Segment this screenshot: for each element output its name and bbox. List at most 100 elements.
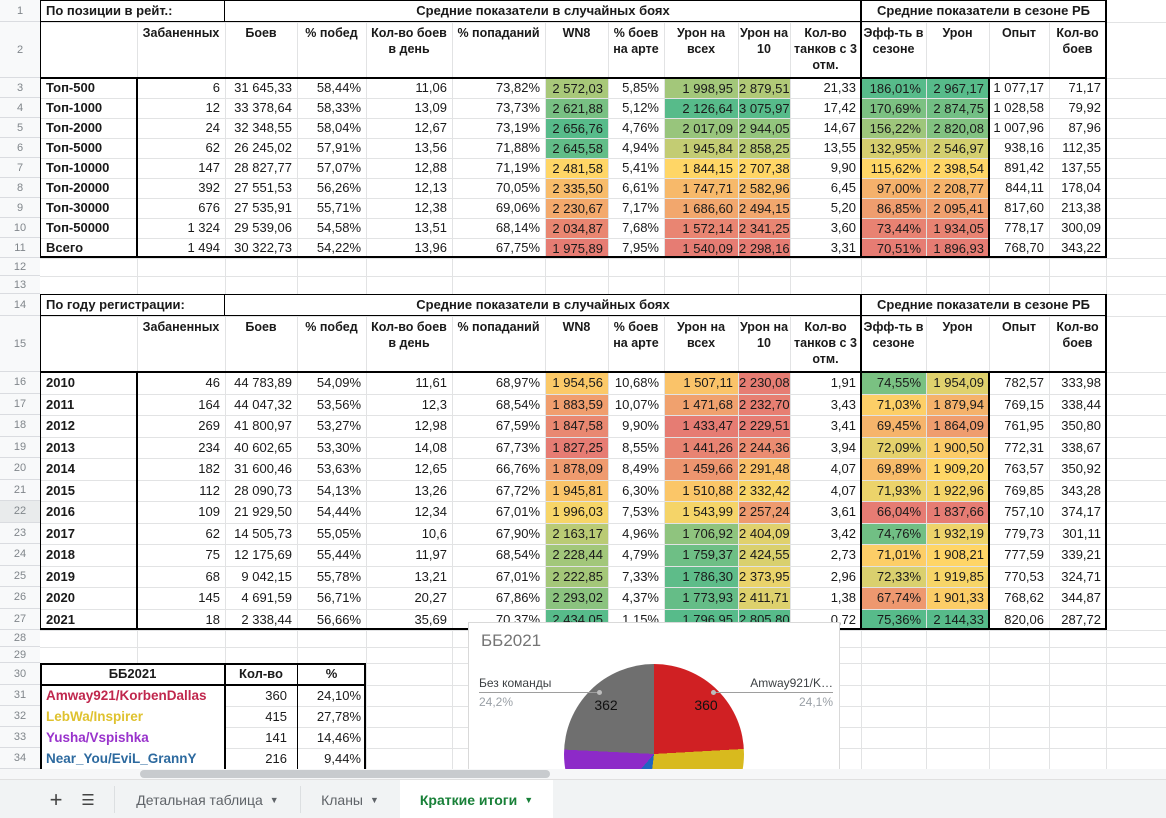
cell[interactable]: 1 510,88	[665, 480, 738, 501]
cell[interactable]: 1 844,15	[665, 159, 738, 178]
cell[interactable]: 769,15	[1004, 396, 1044, 412]
cell[interactable]: 137,55	[1061, 160, 1101, 175]
row-number[interactable]: 4	[0, 98, 40, 118]
cell[interactable]: 2 163,17	[546, 523, 608, 544]
cell[interactable]: 1 077,17	[993, 80, 1044, 95]
cell[interactable]: 2 232,70	[739, 394, 790, 415]
row-number[interactable]: 2	[0, 22, 40, 78]
cell[interactable]: 44 783,89	[234, 375, 292, 390]
cell[interactable]: 13,96	[414, 240, 447, 255]
cell[interactable]: 97,00%	[862, 179, 926, 198]
cell[interactable]: 14,08	[414, 439, 447, 455]
column-header[interactable]: Урон на всех	[676, 320, 726, 350]
cell[interactable]: 32 348,55	[234, 120, 292, 135]
cell[interactable]: 14,67	[823, 120, 856, 135]
add-sheet-button[interactable]: +	[49, 786, 63, 812]
row-number[interactable]: 6	[0, 138, 40, 158]
cell[interactable]: 301,11	[1062, 525, 1101, 541]
bb-col-count[interactable]: Кол-во	[225, 663, 297, 685]
cell[interactable]: 1 945,81	[546, 480, 608, 501]
cell[interactable]: 10,07%	[614, 396, 659, 412]
cell[interactable]: 1 945,84	[665, 139, 738, 158]
cell[interactable]: 844,11	[1005, 180, 1044, 195]
row-label[interactable]: 2020	[46, 590, 75, 605]
row-number[interactable]: 24	[0, 544, 40, 566]
cell[interactable]: 768,70	[1004, 240, 1044, 255]
cell[interactable]: 1 686,60	[665, 199, 738, 218]
cell[interactable]: 68,54%	[495, 547, 540, 562]
cell[interactable]: 2 244,36	[739, 437, 790, 458]
row-label[interactable]: 2015	[46, 482, 75, 498]
cell[interactable]: 71,19%	[495, 160, 540, 175]
cell[interactable]: 71,93%	[862, 480, 926, 501]
group-header-random[interactable]: Средние показатели в случайных боях	[225, 294, 861, 316]
row-label[interactable]: Топ-5000	[46, 140, 103, 155]
column-header[interactable]: % боев на арте	[613, 320, 659, 350]
cell[interactable]: 2 707,38	[739, 159, 790, 178]
cell[interactable]: 68	[205, 568, 220, 584]
cell[interactable]: 1 706,92	[665, 523, 738, 544]
cell[interactable]: 234	[198, 439, 220, 455]
cell[interactable]: 2 228,44	[546, 545, 608, 566]
cell[interactable]: 1 932,19	[927, 523, 989, 544]
cell[interactable]: 4,79%	[622, 547, 659, 562]
cell[interactable]: 1 922,96	[927, 480, 989, 501]
cell[interactable]: 145	[198, 590, 220, 605]
cell[interactable]: 1 883,59	[546, 394, 608, 415]
cell[interactable]: 1 540,09	[665, 239, 738, 258]
cell[interactable]: 62	[205, 140, 220, 155]
cell[interactable]: 769,85	[1004, 482, 1044, 498]
column-header[interactable]: Опыт	[1001, 320, 1037, 334]
cell[interactable]: 13,56	[414, 140, 447, 155]
cell[interactable]: 3,61	[830, 504, 856, 519]
cell[interactable]: 66,04%	[862, 502, 926, 523]
cell[interactable]: 12 175,69	[234, 547, 292, 562]
column-header[interactable]: WN8	[562, 320, 591, 334]
cell[interactable]: 2 944,05	[739, 119, 790, 138]
cell[interactable]: 2 335,50	[546, 179, 608, 198]
cell[interactable]: 938,16	[1004, 140, 1044, 155]
column-header[interactable]: Боев	[245, 26, 277, 40]
cell[interactable]: 2 222,85	[546, 566, 608, 587]
row-label[interactable]: 2012	[46, 418, 75, 433]
row-number[interactable]: 10	[0, 218, 40, 238]
cell[interactable]: 4,07	[830, 461, 856, 476]
scrollbar-thumb[interactable]	[140, 770, 550, 778]
cell[interactable]: 1 919,85	[927, 566, 989, 587]
bb-pct[interactable]: 9,44%	[324, 751, 361, 766]
cell[interactable]: 213,38	[1061, 200, 1101, 215]
cell[interactable]: 69,45%	[862, 416, 926, 437]
cell[interactable]: 2 341,25	[739, 219, 790, 238]
row-number[interactable]: 31	[0, 685, 40, 706]
column-header[interactable]: Кол-во танков с 3 отм.	[794, 320, 857, 366]
row-number[interactable]: 13	[0, 276, 40, 294]
cell[interactable]: 71,03%	[862, 394, 926, 415]
cell[interactable]: 4 691,59	[241, 590, 292, 605]
cell[interactable]: 55,44%	[316, 547, 361, 562]
row-number[interactable]: 34	[0, 748, 40, 769]
cell[interactable]: 2 967,17	[927, 79, 989, 98]
cell[interactable]: 73,82%	[495, 80, 540, 95]
cell[interactable]: 9 042,15	[241, 568, 292, 584]
cell[interactable]: 2 879,51	[739, 79, 790, 98]
cell[interactable]: 10,6	[421, 525, 447, 541]
cell[interactable]: 4,94%	[622, 140, 659, 155]
cell[interactable]: 186,01%	[862, 79, 926, 98]
cell[interactable]: 1 908,21	[927, 545, 989, 566]
row-number[interactable]: 9	[0, 198, 40, 218]
cell[interactable]: 67,74%	[862, 588, 926, 609]
row-number[interactable]: 19	[0, 436, 40, 458]
cell[interactable]: 27 551,53	[234, 180, 292, 195]
row-label[interactable]: 2021	[46, 611, 75, 627]
cell[interactable]: 67,01%	[495, 504, 540, 519]
cell[interactable]: 2 582,96	[739, 179, 790, 198]
cell[interactable]: 5,85%	[622, 80, 659, 95]
cell[interactable]: 1 954,56	[546, 373, 608, 394]
row-number[interactable]: 3	[0, 78, 40, 98]
horizontal-scrollbar[interactable]	[0, 769, 1166, 779]
cell[interactable]: 8,49%	[622, 461, 659, 476]
cell[interactable]: 11,97	[415, 547, 447, 562]
bb-count[interactable]: 216	[265, 751, 287, 766]
cell[interactable]: 53,27%	[316, 418, 361, 433]
cell[interactable]: 1 543,99	[665, 502, 738, 523]
